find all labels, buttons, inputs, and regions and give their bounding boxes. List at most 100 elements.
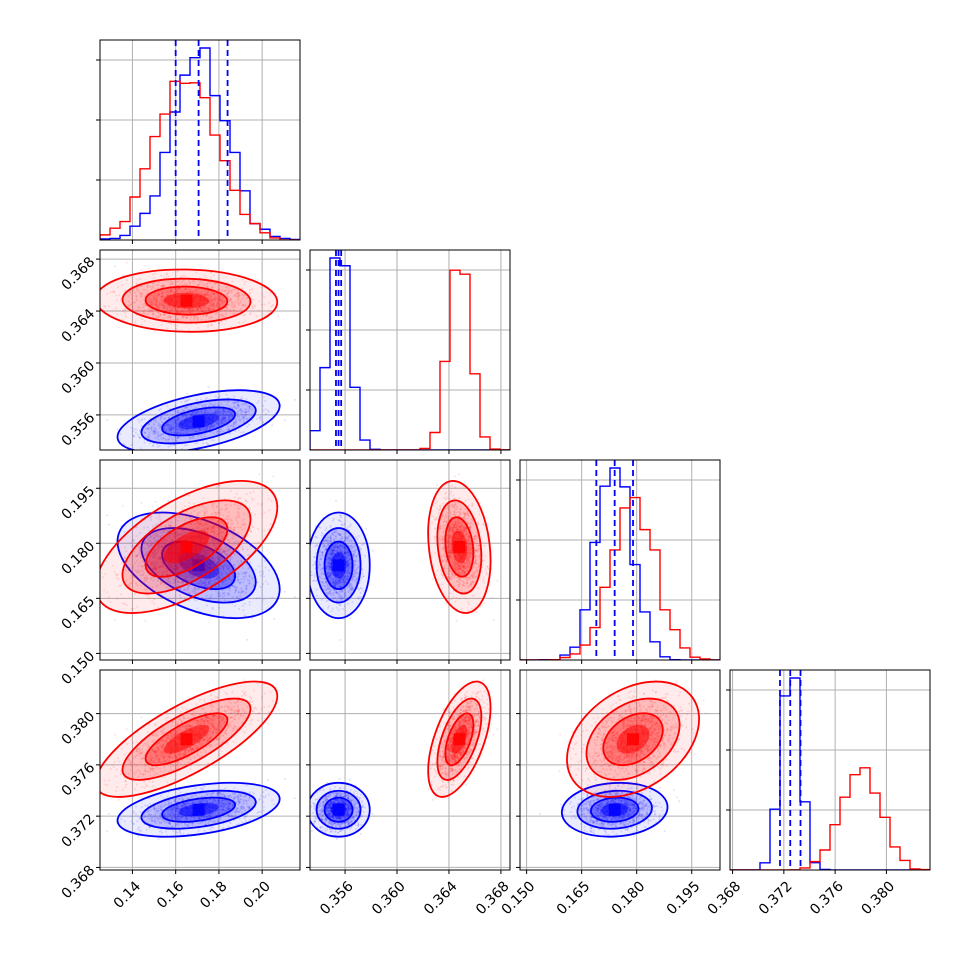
scatter-point bbox=[222, 418, 225, 421]
scatter-point bbox=[234, 401, 237, 404]
scatter-point bbox=[140, 424, 143, 427]
scatter-point bbox=[221, 421, 224, 424]
scatter-point bbox=[174, 308, 177, 311]
scatter-point bbox=[271, 303, 274, 306]
scatter-point bbox=[186, 416, 189, 419]
scatter-point bbox=[170, 436, 173, 439]
scatter-point bbox=[236, 292, 239, 295]
scatter-point bbox=[161, 295, 164, 298]
scatter-point bbox=[162, 437, 165, 440]
scatter-point bbox=[259, 415, 262, 418]
scatter-point bbox=[156, 287, 159, 290]
scatter-point bbox=[138, 307, 141, 310]
scatter-point bbox=[217, 584, 220, 587]
scatter-point bbox=[176, 422, 179, 425]
scatter-point bbox=[200, 410, 203, 413]
scatter-point bbox=[185, 287, 188, 290]
scatter-point bbox=[236, 578, 239, 581]
scatter-point bbox=[262, 404, 265, 407]
scatter-point bbox=[214, 557, 217, 560]
scatter-point bbox=[195, 599, 198, 602]
scatter-point bbox=[217, 289, 220, 292]
scatter-point bbox=[153, 298, 156, 301]
scatter-point bbox=[204, 306, 207, 309]
scatter-point bbox=[152, 285, 155, 288]
scatter-point bbox=[214, 412, 217, 415]
scatter-point bbox=[134, 321, 137, 324]
scatter-point bbox=[107, 523, 110, 526]
scatter-point bbox=[170, 290, 173, 293]
scatter-point bbox=[238, 303, 241, 306]
scatter-point bbox=[184, 414, 187, 417]
scatter-point bbox=[258, 300, 261, 303]
histogram-series-1 bbox=[310, 269, 510, 450]
scatter-point bbox=[221, 592, 224, 595]
scatter-point bbox=[196, 411, 199, 414]
scatter-point bbox=[227, 587, 230, 590]
scatter-point bbox=[178, 282, 181, 285]
scatter-point bbox=[202, 549, 205, 552]
scatter-point bbox=[193, 317, 196, 320]
scatter-point bbox=[205, 276, 208, 279]
scatter-point bbox=[220, 558, 223, 561]
scatter-point bbox=[150, 288, 153, 291]
scatter-point bbox=[214, 410, 217, 413]
scatter-point bbox=[229, 297, 232, 300]
scatter-point bbox=[229, 586, 232, 589]
scatter-point bbox=[182, 569, 185, 572]
scatter-point bbox=[155, 305, 158, 308]
scatter-point bbox=[175, 308, 178, 311]
scatter-point bbox=[121, 284, 124, 287]
scatter-point bbox=[221, 302, 224, 305]
scatter-point bbox=[174, 306, 177, 309]
scatter-point bbox=[169, 289, 172, 292]
scatter-point bbox=[233, 402, 236, 405]
scatter-point bbox=[127, 300, 130, 303]
scatter-point bbox=[219, 418, 222, 421]
scatter-point bbox=[220, 574, 223, 577]
scatter-point bbox=[172, 438, 175, 441]
scatter-point bbox=[233, 305, 236, 308]
scatter-point bbox=[266, 409, 269, 412]
scatter-point bbox=[185, 291, 188, 294]
scatter-point bbox=[169, 565, 172, 568]
scatter-point bbox=[199, 428, 202, 431]
scatter-point bbox=[168, 428, 171, 431]
scatter-point bbox=[200, 310, 203, 313]
scatter-point bbox=[149, 300, 152, 303]
scatter-point bbox=[158, 291, 161, 294]
scatter-point bbox=[221, 308, 224, 311]
scatter-point bbox=[245, 403, 248, 406]
scatter-point bbox=[216, 300, 219, 303]
scatter-point bbox=[245, 587, 248, 590]
scatter-point bbox=[177, 311, 180, 314]
scatter-point bbox=[135, 298, 138, 301]
scatter-point bbox=[174, 532, 177, 535]
scatter-point bbox=[216, 591, 219, 594]
scatter-point bbox=[233, 406, 236, 409]
scatter-point bbox=[196, 308, 199, 311]
scatter-point bbox=[152, 273, 155, 276]
scatter-point bbox=[257, 399, 260, 402]
scatter-point bbox=[160, 564, 163, 567]
scatter-point bbox=[221, 550, 224, 553]
scatter-point bbox=[261, 293, 264, 296]
scatter-point bbox=[111, 290, 114, 293]
scatter-point bbox=[158, 305, 161, 308]
scatter-point bbox=[221, 409, 224, 412]
scatter-point bbox=[152, 432, 155, 435]
scatter-point bbox=[170, 426, 173, 429]
scatter-point bbox=[189, 289, 192, 292]
scatter-point bbox=[206, 286, 209, 289]
scatter-point bbox=[257, 565, 260, 568]
scatter-point bbox=[218, 322, 221, 325]
scatter-point bbox=[199, 429, 202, 432]
scatter-point bbox=[196, 403, 199, 406]
scatter-point bbox=[216, 411, 219, 414]
scatter-point bbox=[177, 426, 180, 429]
scatter-point bbox=[149, 309, 152, 312]
scatter-point bbox=[183, 400, 186, 403]
scatter-point bbox=[208, 597, 211, 600]
scatter-point bbox=[195, 289, 198, 292]
